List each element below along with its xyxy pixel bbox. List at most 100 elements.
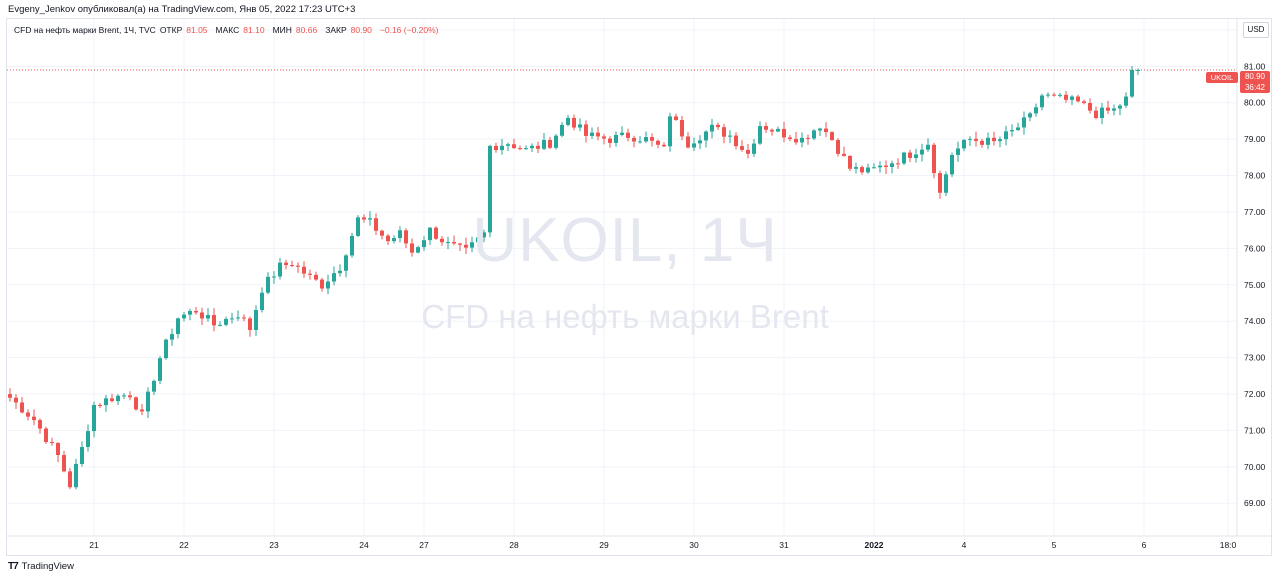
candle[interactable] xyxy=(380,229,384,240)
candle[interactable] xyxy=(80,441,84,467)
candle[interactable] xyxy=(14,394,18,410)
candle[interactable] xyxy=(938,170,942,199)
candle[interactable] xyxy=(884,160,888,174)
candle[interactable] xyxy=(1052,92,1056,97)
candle[interactable] xyxy=(194,306,198,315)
candle[interactable] xyxy=(428,226,432,245)
candle[interactable] xyxy=(1028,111,1032,122)
candle[interactable] xyxy=(956,141,960,162)
candle[interactable] xyxy=(842,146,846,157)
candle[interactable] xyxy=(542,133,546,151)
candle[interactable] xyxy=(326,274,330,295)
candle[interactable] xyxy=(26,409,30,421)
candle[interactable] xyxy=(860,165,864,175)
candle[interactable] xyxy=(332,266,336,286)
candle[interactable] xyxy=(500,138,504,155)
candle[interactable] xyxy=(374,213,378,236)
candle[interactable] xyxy=(692,137,696,152)
candle[interactable] xyxy=(278,257,282,280)
candle[interactable] xyxy=(734,132,738,150)
candle[interactable] xyxy=(86,424,90,452)
candle[interactable] xyxy=(158,355,162,385)
tradingview-brand[interactable]: T7 TradingView xyxy=(8,561,74,572)
candle[interactable] xyxy=(164,338,168,360)
candle[interactable] xyxy=(242,314,246,322)
candle[interactable] xyxy=(1112,104,1116,116)
candle[interactable] xyxy=(122,392,126,400)
candle[interactable] xyxy=(716,122,720,130)
candle[interactable] xyxy=(926,138,930,152)
candle[interactable] xyxy=(44,426,48,445)
candle[interactable] xyxy=(818,127,822,137)
candle[interactable] xyxy=(134,396,138,411)
candle[interactable] xyxy=(74,458,78,490)
candle[interactable] xyxy=(806,134,810,145)
candle[interactable] xyxy=(308,269,312,280)
candle[interactable] xyxy=(1094,106,1098,120)
candle[interactable] xyxy=(590,127,594,140)
candle[interactable] xyxy=(422,236,426,251)
candle[interactable] xyxy=(1064,90,1068,103)
candle[interactable] xyxy=(404,228,408,248)
candle[interactable] xyxy=(854,162,858,174)
time-axis-ticks[interactable]: 21 22 23 24 27 28 29 30 31 2022 4 5 6 18:0 xyxy=(89,540,1236,550)
candle[interactable] xyxy=(1124,92,1128,109)
candle[interactable] xyxy=(1130,66,1134,98)
candle[interactable] xyxy=(362,214,366,223)
candle[interactable] xyxy=(548,136,552,150)
candle[interactable] xyxy=(920,143,924,162)
candle[interactable] xyxy=(518,145,522,151)
candle[interactable] xyxy=(674,113,678,121)
candle[interactable] xyxy=(104,394,108,412)
candle[interactable] xyxy=(440,236,444,246)
candle[interactable] xyxy=(758,121,762,145)
candle[interactable] xyxy=(206,308,210,322)
candle[interactable] xyxy=(386,233,390,246)
candle[interactable] xyxy=(284,259,288,270)
candle[interactable] xyxy=(788,135,792,142)
candle[interactable] xyxy=(572,114,576,131)
candle[interactable] xyxy=(224,316,228,327)
candle[interactable] xyxy=(878,161,882,173)
candle[interactable] xyxy=(320,277,324,292)
candle[interactable] xyxy=(752,138,756,157)
candle[interactable] xyxy=(566,115,570,127)
candle[interactable] xyxy=(698,135,702,150)
candle[interactable] xyxy=(512,138,516,149)
candle[interactable] xyxy=(266,272,270,295)
candle[interactable] xyxy=(68,468,72,490)
candle[interactable] xyxy=(824,122,828,138)
candle[interactable] xyxy=(662,142,666,148)
candle[interactable] xyxy=(746,143,750,159)
candle[interactable] xyxy=(254,305,258,336)
candle[interactable] xyxy=(410,238,414,257)
candle[interactable] xyxy=(866,163,870,174)
candle[interactable] xyxy=(56,442,60,463)
candle[interactable] xyxy=(182,312,186,322)
candle[interactable] xyxy=(392,235,396,244)
candle[interactable] xyxy=(152,379,156,396)
candle[interactable] xyxy=(314,271,318,281)
candle[interactable] xyxy=(560,122,564,138)
candle[interactable] xyxy=(1010,124,1014,137)
candle[interactable] xyxy=(644,131,648,143)
candle[interactable] xyxy=(1106,100,1110,115)
candle[interactable] xyxy=(200,307,204,326)
candle[interactable] xyxy=(212,308,216,332)
candle[interactable] xyxy=(764,122,768,133)
candle[interactable] xyxy=(452,235,456,246)
candle[interactable] xyxy=(38,418,42,434)
candle[interactable] xyxy=(140,403,144,416)
candle[interactable] xyxy=(1022,111,1026,135)
candle[interactable] xyxy=(944,171,948,197)
candle[interactable] xyxy=(482,229,486,243)
candle[interactable] xyxy=(800,132,804,148)
candle[interactable] xyxy=(608,136,612,148)
price-axis-ticks[interactable]: 82.0081.0080.0079.0078.0077.0076.0075.00… xyxy=(1244,25,1266,508)
candle[interactable] xyxy=(650,133,654,147)
candle[interactable] xyxy=(710,118,714,139)
candle[interactable] xyxy=(398,226,402,243)
candle[interactable] xyxy=(968,136,972,147)
candle[interactable] xyxy=(494,142,498,153)
candle[interactable] xyxy=(578,118,582,132)
